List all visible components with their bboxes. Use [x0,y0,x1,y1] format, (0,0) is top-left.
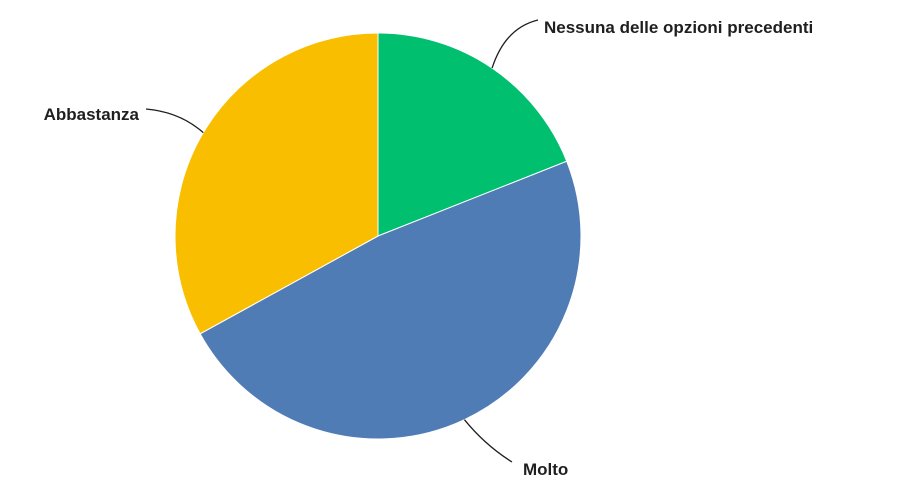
pie-slice-abbastanza [174,32,379,335]
slice-label-molto: Molto [523,460,568,479]
slice-labels: Nessuna delle opzioni precedenti Molto Abb… [44,18,814,479]
leader-lines [145,19,539,463]
leader-line-nessuna-delle-opzioni-precedenti [491,19,539,69]
pie-slices [174,32,582,440]
slice-label-nessuna-delle-opzioni-precedenti: Nessuna delle opzioni precedenti [544,18,813,37]
leader-line-molto [463,419,513,463]
pie-slice-nessuna-delle-opzioni-precedenti [377,32,568,237]
slice-label-abbastanza: Abbastanza [44,105,140,124]
pie-slice-molto [199,160,582,440]
leader-line-abbastanza [145,108,204,134]
